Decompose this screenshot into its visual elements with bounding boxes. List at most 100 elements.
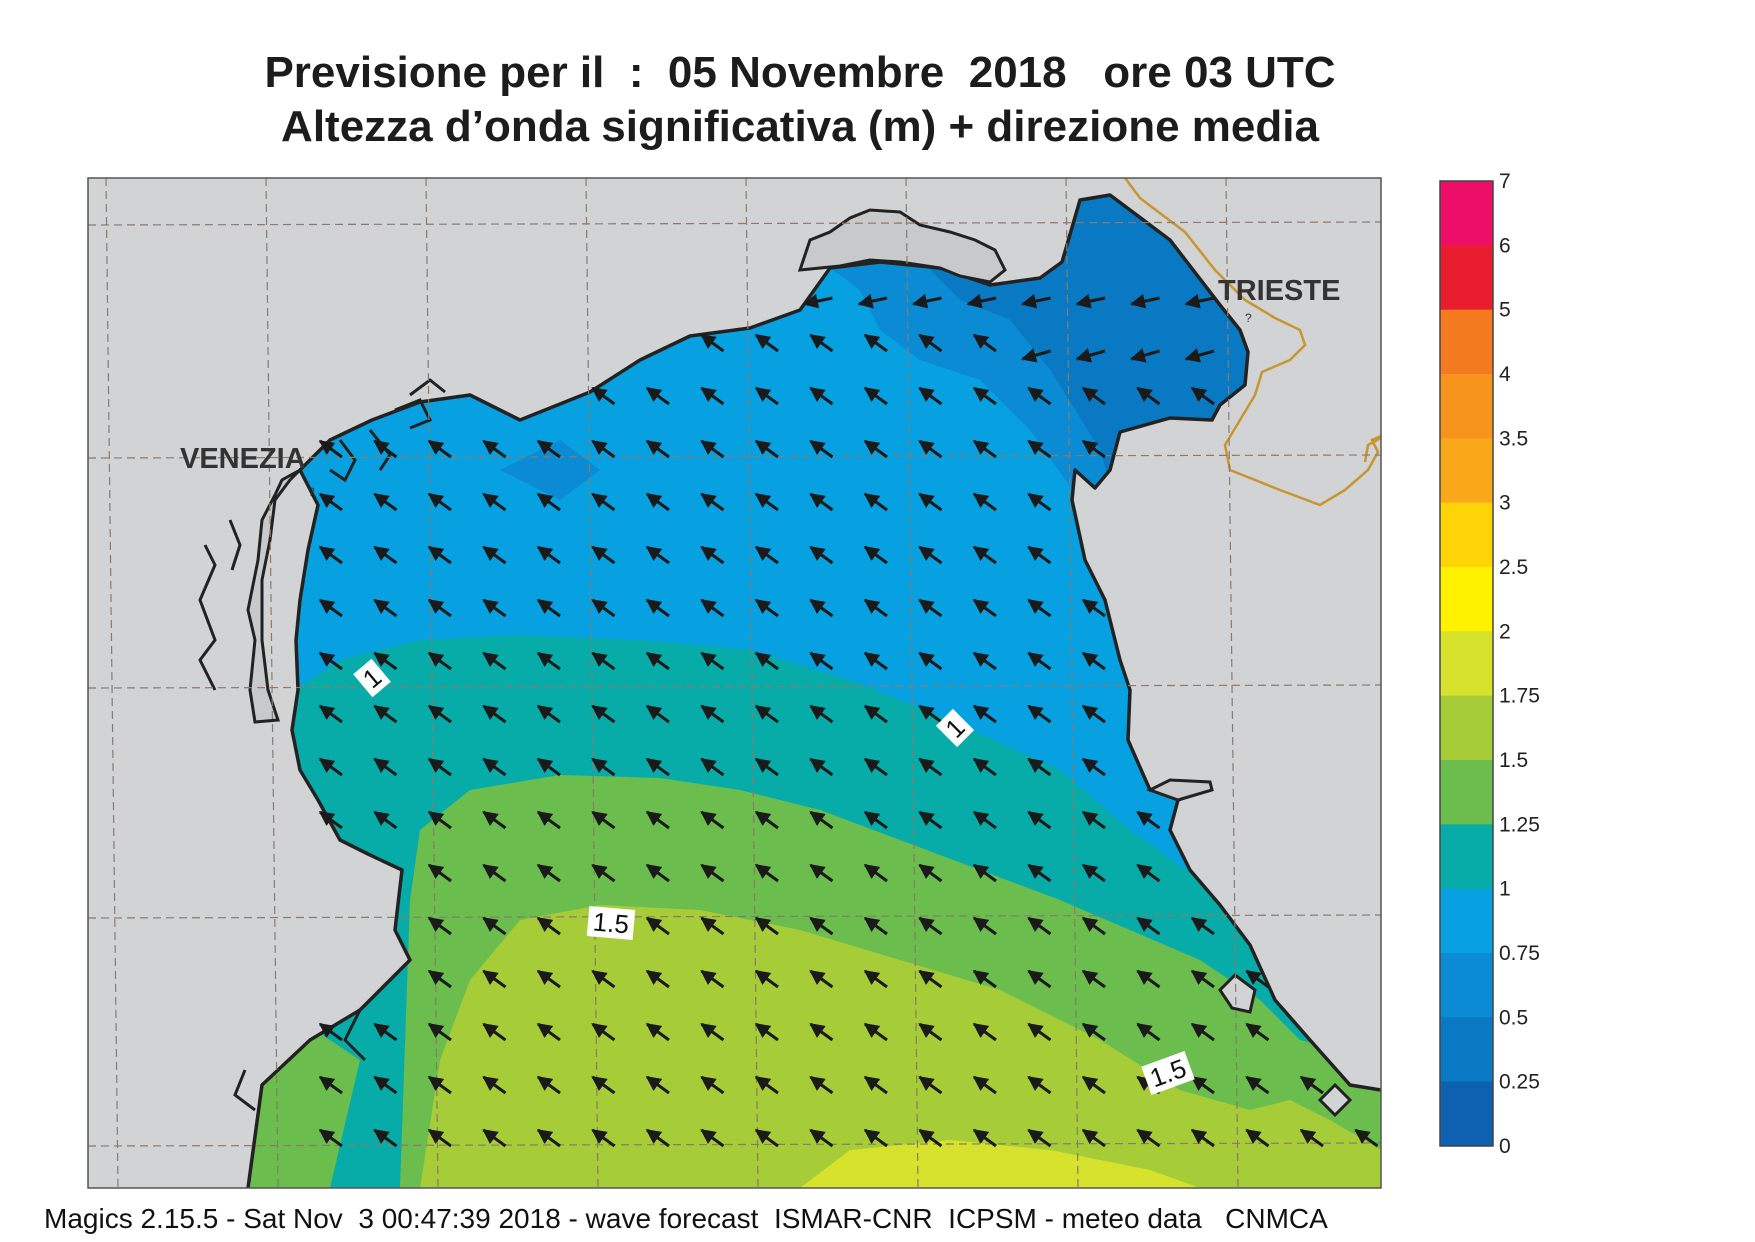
wave-arrow <box>918 545 943 565</box>
title-line-2: Altezza d’onda significativa (m) + direz… <box>281 102 1319 151</box>
wave-arrow <box>863 1075 888 1095</box>
wave-arrow <box>591 598 616 618</box>
wave-arrow <box>809 598 834 618</box>
wave-arrow <box>863 333 888 353</box>
wave-arrow <box>482 492 507 512</box>
wave-arrow <box>373 1022 398 1042</box>
wave-arrow <box>536 969 561 989</box>
wave-arrow <box>645 492 670 512</box>
wave-arrow <box>427 651 452 671</box>
wave-arrow <box>1081 651 1106 671</box>
wave-arrow <box>700 386 725 406</box>
piran-peninsula <box>1146 778 1214 802</box>
wave-arrow <box>318 545 343 565</box>
wave-arrow <box>482 1075 507 1095</box>
wave-arrow <box>918 333 943 353</box>
legend-band <box>1440 760 1493 825</box>
wave-arrow <box>482 704 507 724</box>
wave-arrow <box>972 1128 997 1148</box>
wave-arrow <box>700 1022 725 1042</box>
city-label-trieste: TRIESTE <box>1218 275 1340 307</box>
wave-arrow <box>373 810 398 830</box>
wave-arrow <box>427 757 452 777</box>
wave-arrow <box>591 439 616 459</box>
wave-arrow <box>1081 916 1106 936</box>
wave-arrow <box>912 293 942 309</box>
legend-band <box>1440 1081 1493 1147</box>
legend-label: 7 <box>1499 170 1511 193</box>
wave-arrow <box>482 863 507 883</box>
wave-arrow <box>536 916 561 936</box>
wave-arrow <box>536 492 561 512</box>
wave-arrow <box>918 1128 943 1148</box>
wave-arrow <box>700 333 725 353</box>
wave-arrow <box>1027 810 1052 830</box>
wave-arrow <box>809 439 834 459</box>
wave-arrow <box>863 704 888 724</box>
wave-arrow <box>645 1022 670 1042</box>
wave-arrow <box>1190 1075 1215 1095</box>
legend-band <box>1440 1017 1493 1083</box>
wave-arrow <box>373 545 398 565</box>
wave-arrow <box>972 439 997 459</box>
wave-arrow <box>645 1075 670 1095</box>
wave-arrow <box>972 1075 997 1095</box>
wave-arrow <box>536 545 561 565</box>
footer-credits: Magics 2.15.5 - Sat Nov 3 00:47:39 2018 … <box>44 1203 1328 1234</box>
wave-arrow <box>1136 969 1161 989</box>
wave-arrow <box>427 1022 452 1042</box>
wave-arrow <box>1027 863 1052 883</box>
wave-arrow <box>1027 704 1052 724</box>
wave-arrow <box>645 704 670 724</box>
wave-arrow <box>318 1128 343 1148</box>
wave-arrow <box>591 863 616 883</box>
parallel-line <box>88 914 1381 919</box>
contour-label-1-5a: 1.5 <box>586 906 636 940</box>
wave-arrow <box>754 439 779 459</box>
wave-arrow <box>972 492 997 512</box>
wave-arrow <box>1081 1022 1106 1042</box>
wave-arrow <box>809 1128 834 1148</box>
wave-arrow <box>482 651 507 671</box>
wave-arrow <box>700 598 725 618</box>
wave-arrow <box>972 333 997 353</box>
wave-arrow <box>1081 810 1106 830</box>
legend-label: 1.25 <box>1499 813 1540 836</box>
wave-arrow <box>754 757 779 777</box>
wave-arrow <box>918 651 943 671</box>
legend-band <box>1440 502 1493 568</box>
wave-arrow <box>645 757 670 777</box>
wave-arrow <box>591 492 616 512</box>
legend-label: 3.5 <box>1499 427 1528 450</box>
wave-arrow <box>972 1022 997 1042</box>
wave-arrow <box>1027 1128 1052 1148</box>
wave-arrow <box>645 863 670 883</box>
wave-arrow <box>318 439 343 459</box>
wave-arrow <box>918 1075 943 1095</box>
wave-arrow <box>1136 1022 1161 1042</box>
gulf-trieste-outline <box>797 208 1007 284</box>
wave-arrow <box>700 439 725 459</box>
wave-arrow <box>536 1075 561 1095</box>
wave-arrow <box>972 757 997 777</box>
wave-arrow <box>1136 810 1161 830</box>
wave-arrow <box>863 863 888 883</box>
wave-arrow <box>1027 545 1052 565</box>
venezia-marker: ? <box>308 485 315 499</box>
wave-arrow <box>482 969 507 989</box>
band-1-75-2 <box>800 1140 1200 1188</box>
wave-arrow <box>1027 439 1052 459</box>
wave-arrow <box>482 916 507 936</box>
legend-label: 2 <box>1499 620 1511 643</box>
wave-arrow <box>1190 1128 1215 1148</box>
wave-arrow <box>645 545 670 565</box>
legend-label: 1 <box>1499 878 1511 901</box>
wave-arrow <box>754 598 779 618</box>
wave-arrow <box>318 1075 343 1095</box>
wave-arrow <box>1190 969 1215 989</box>
wave-arrow <box>1027 598 1052 618</box>
wave-arrow <box>1027 916 1052 936</box>
wave-arrow <box>1136 1128 1161 1148</box>
wave-arrow <box>427 545 452 565</box>
wave-arrow <box>536 598 561 618</box>
